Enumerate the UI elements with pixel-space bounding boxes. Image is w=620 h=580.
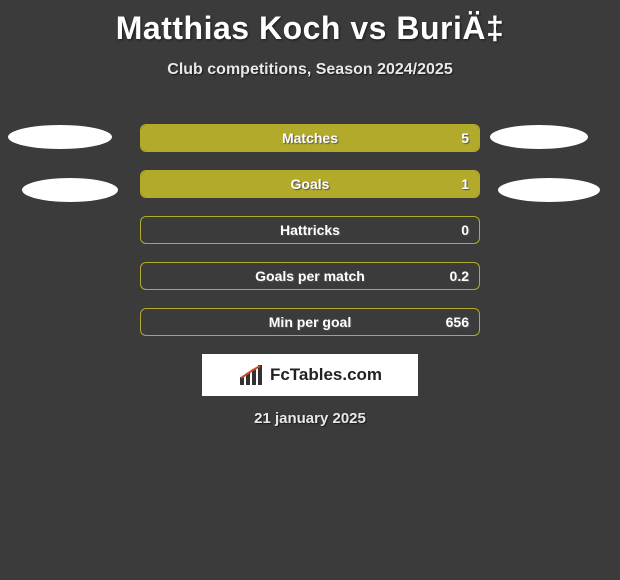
side-ellipse [8, 125, 112, 149]
stat-label: Hattricks [141, 217, 479, 243]
logo-text: FcTables.com [270, 365, 382, 385]
side-ellipse [22, 178, 118, 202]
date-line: 21 january 2025 [0, 410, 620, 427]
stat-row: Hattricks0 [140, 216, 480, 244]
stat-rows-container: Matches5Goals1Hattricks0Goals per match0… [140, 124, 480, 354]
stat-label: Goals per match [141, 263, 479, 289]
side-ellipse [498, 178, 600, 202]
stat-row: Matches5 [140, 124, 480, 152]
page-title: Matthias Koch vs BuriÄ‡ [0, 0, 620, 47]
stat-row: Goals per match0.2 [140, 262, 480, 290]
stat-value: 0 [461, 217, 469, 243]
stat-row: Min per goal656 [140, 308, 480, 336]
stat-label: Goals [141, 171, 479, 197]
stat-value: 1 [461, 171, 469, 197]
side-ellipse [490, 125, 588, 149]
stat-value: 0.2 [450, 263, 469, 289]
stat-label: Matches [141, 125, 479, 151]
stat-value: 656 [446, 309, 469, 335]
bar-chart-icon [238, 363, 264, 387]
stat-label: Min per goal [141, 309, 479, 335]
stat-row: Goals1 [140, 170, 480, 198]
stat-value: 5 [461, 125, 469, 151]
fctables-logo: FcTables.com [202, 354, 418, 396]
subtitle: Club competitions, Season 2024/2025 [0, 61, 620, 79]
